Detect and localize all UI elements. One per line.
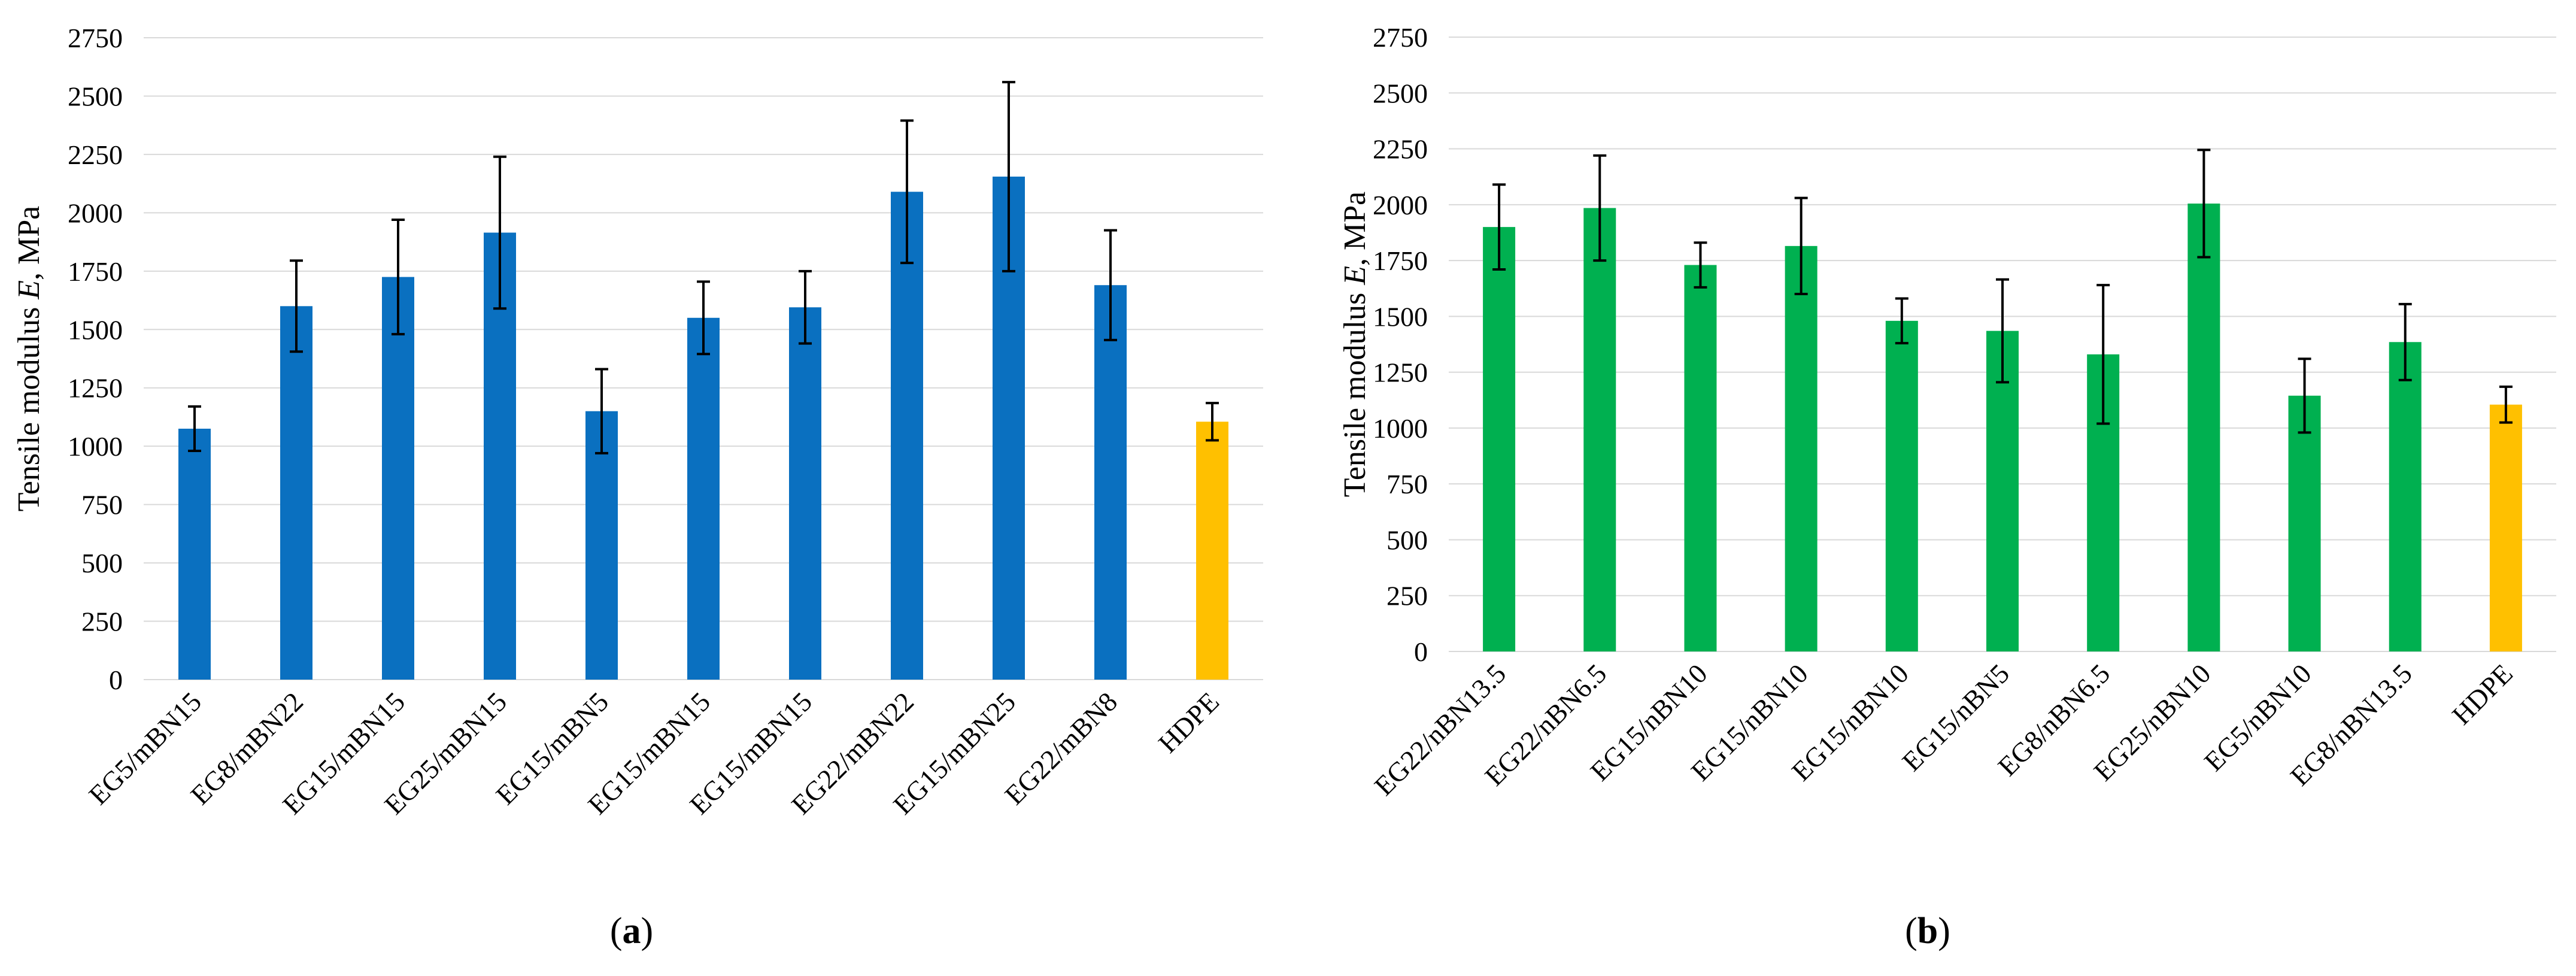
bar	[891, 192, 923, 680]
caption-close-paren: )	[641, 911, 654, 951]
y-axis-title-prefix: Tensile modulus	[12, 299, 46, 512]
bar	[178, 428, 211, 680]
bar	[1684, 265, 1717, 651]
bar	[687, 317, 720, 680]
y-tick-label: 1500	[68, 314, 123, 345]
y-tick-label: 0	[109, 665, 123, 695]
y-tick-label: 1750	[1373, 245, 1428, 276]
chart-panel-a: 0 250 500 750 1000 1250 1500 1750 2000 2250 2500 27…	[12, 23, 1263, 951]
y-tick-label: 500	[81, 548, 123, 578]
y-tick-label: 1750	[68, 256, 123, 287]
caption-close-paren: )	[1938, 911, 1950, 951]
y-tick-label: 1250	[1373, 357, 1428, 388]
bar	[585, 411, 618, 680]
caption-open-paren: (	[1905, 911, 1917, 951]
bar	[1483, 227, 1516, 651]
y-tick-label: 750	[1386, 469, 1428, 499]
y-axis-title: Tensile modulus E, MPa	[1338, 192, 1372, 498]
panel-caption: (b)	[1905, 911, 1950, 951]
y-tick-label: 250	[1386, 581, 1428, 611]
y-axis-title: Tensile modulus E, MPa	[12, 206, 46, 512]
y-tick-label: 1000	[68, 431, 123, 462]
bar	[1986, 331, 2019, 651]
caption-open-paren: (	[610, 911, 623, 951]
chart-panel-b: 0 250 500 750 1000 1250 1500 1750 2000 2250 2500 27…	[1338, 22, 2556, 951]
y-tick-label: 2750	[68, 23, 123, 53]
y-tick-label: 1500	[1373, 301, 1428, 332]
y-tick-label: 2250	[68, 140, 123, 170]
y-tick-label: 2000	[68, 198, 123, 228]
bar	[1196, 422, 1228, 680]
bar	[1785, 245, 1818, 652]
y-axis-title-prefix: Tensile modulus	[1338, 285, 1372, 498]
bar	[2288, 395, 2321, 651]
caption-letter: a	[623, 911, 641, 951]
bar	[1094, 285, 1127, 680]
y-tick-label: 500	[1386, 525, 1428, 555]
bar	[2489, 404, 2522, 651]
y-tick-label: 750	[81, 490, 123, 520]
y-tick-label: 2500	[1373, 78, 1428, 108]
bar	[1583, 208, 1616, 651]
panel-caption: (a)	[610, 911, 653, 951]
bar	[789, 307, 821, 680]
y-tick-label: 2250	[1373, 134, 1428, 165]
y-axis-title-unit: , MPa	[12, 206, 46, 280]
y-tick-label: 1250	[68, 373, 123, 404]
bar	[280, 306, 312, 680]
bar	[2389, 342, 2422, 651]
y-axis-title-symbol: E	[12, 280, 46, 300]
y-tick-label: 2750	[1373, 22, 1428, 53]
y-tick-label: 2000	[1373, 190, 1428, 220]
y-tick-label: 250	[81, 607, 123, 637]
y-tick-label: 0	[1414, 636, 1428, 667]
y-axis-title-unit: , MPa	[1338, 192, 1372, 266]
caption-letter: b	[1917, 911, 1938, 951]
y-axis-title-symbol: E	[1338, 266, 1372, 286]
bar	[1885, 320, 1918, 651]
y-tick-label: 2500	[68, 81, 123, 111]
bar	[2187, 203, 2220, 651]
y-tick-label: 1000	[1373, 413, 1428, 444]
x-tick-label: HDPE	[2446, 658, 2519, 731]
x-tick-label: HDPE	[1152, 686, 1225, 759]
bar	[382, 277, 414, 680]
